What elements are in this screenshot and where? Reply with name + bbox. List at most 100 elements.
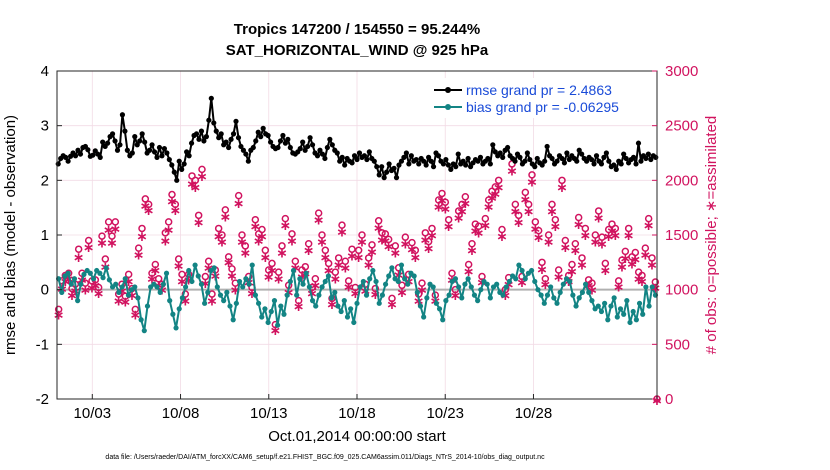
rmse-point: [443, 156, 449, 163]
obs-assimilated-marker: ∗: [186, 177, 198, 193]
x-tick-label: 10/13: [250, 405, 288, 422]
obs-possible-marker: [338, 221, 346, 229]
rmse-point: [584, 158, 590, 164]
obs-assimilated-marker: ∗: [136, 229, 148, 245]
rmse-point: [485, 155, 491, 162]
bias-point: [189, 278, 195, 285]
y-right-tick-label: 2500: [665, 118, 698, 135]
obs-assimilated-marker: ∗: [146, 272, 158, 288]
rmse-point: [487, 161, 493, 167]
obs-assimilated-marker: ∗: [583, 278, 595, 294]
obs-assimilated-marker: ∗: [506, 163, 518, 179]
bias-point: [627, 319, 633, 326]
bias-point: [202, 300, 208, 306]
obs-assimilated-marker: ∗: [189, 180, 201, 196]
bias-point: [633, 317, 639, 323]
bias-point: [281, 311, 287, 317]
bias-point: [614, 314, 620, 320]
rmse-point: [196, 136, 202, 142]
obs-possible-marker: [551, 215, 560, 224]
obs-possible-marker: [371, 284, 380, 293]
rmse-point: [611, 162, 617, 168]
bias-point: [595, 303, 601, 309]
bias-point: [522, 276, 528, 282]
bias-point: [249, 262, 255, 268]
rmse-point: [329, 142, 335, 148]
obs-possible-marker: [571, 239, 580, 248]
obs-possible-marker: [274, 268, 283, 276]
obs-assimilated-marker: ∗: [96, 236, 108, 252]
obs-possible-marker: [464, 260, 473, 269]
obs-assimilated-marker: ∗: [473, 226, 485, 242]
obs-assimilated-marker: ∗: [53, 308, 65, 324]
bias-point: [182, 284, 189, 290]
rmse-point: [653, 154, 659, 160]
obs-possible-marker: [604, 225, 613, 234]
bias-point: [646, 303, 652, 309]
bias-point: [417, 303, 424, 309]
rmse-point: [403, 150, 409, 156]
bias-point: [262, 306, 268, 312]
rmse-point: [588, 156, 595, 163]
obs-possible-marker: [264, 266, 273, 274]
obs-possible-marker: [558, 176, 566, 185]
obs-assimilated-marker: ∗: [319, 250, 331, 266]
rmse-point: [371, 158, 377, 164]
rmse-point: [564, 150, 570, 156]
rmse-point: [500, 154, 506, 160]
y-left-tick-label: 3: [41, 118, 49, 135]
obs-possible-marker: [124, 270, 133, 279]
obs-assimilated-marker: ∗: [483, 199, 495, 215]
obs-assimilated-marker: ∗: [269, 323, 281, 339]
rmse-point: [159, 153, 165, 159]
obs-assimilated-marker: ∗: [313, 213, 325, 229]
obs-possible-marker: [421, 229, 430, 237]
obs-possible-marker: [438, 189, 446, 198]
bias-point: [602, 300, 608, 306]
rmse-point: [559, 155, 565, 162]
rmse-point: [606, 158, 612, 164]
obs-assimilated-marker: ∗: [633, 272, 645, 288]
obs-assimilated-marker: ∗: [449, 288, 461, 304]
rmse-point: [440, 161, 447, 167]
obs-possible-marker: [141, 195, 150, 203]
bias-point: [630, 308, 636, 315]
obs-possible-marker: [238, 231, 246, 239]
obs-assimilated-marker: ∗: [196, 169, 208, 185]
obs-assimilated-marker: ∗: [399, 237, 411, 253]
obs-possible-marker: [418, 279, 426, 287]
obs-assimilated-marker: ∗: [89, 278, 101, 294]
rmse-point: [112, 138, 118, 144]
obs-assimilated-marker: ∗: [609, 228, 621, 244]
obs-assimilated-marker: ∗: [279, 218, 291, 234]
obs-assimilated-marker: ∗: [586, 283, 598, 299]
rmse-point: [618, 161, 624, 167]
rmse-point: [445, 162, 451, 168]
chart-title: Tropics 147200 / 154550 = 95.244%: [234, 21, 480, 38]
bias-point: [309, 298, 316, 304]
obs-possible-marker: [321, 246, 330, 255]
obs-possible-marker: [84, 236, 93, 245]
y-axis-right-label: # of obs: o=possible; ∗=assimilated: [703, 116, 720, 355]
bias-point: [357, 284, 363, 290]
rmse-point: [176, 158, 182, 164]
obs-assimilated-marker: ∗: [619, 251, 631, 267]
obs-possible-marker: [548, 200, 556, 209]
obs-assimilated-marker: ∗: [639, 248, 651, 264]
rmse-point: [633, 161, 639, 167]
bias-point: [373, 278, 379, 285]
rmse-point: [366, 149, 372, 155]
bias-point: [230, 317, 236, 323]
obs-assimilated-marker: ∗: [579, 228, 591, 244]
rmse-point: [623, 155, 629, 162]
obs-assimilated-marker: ∗: [203, 261, 215, 277]
x-axis-label: Oct.01,2014 00:00:00 start: [268, 428, 446, 445]
obs-assimilated-marker: ∗: [636, 274, 648, 290]
bias-point: [370, 267, 376, 274]
obs-assimilated-marker: ∗: [459, 196, 471, 212]
obs-possible-marker: [468, 239, 476, 248]
bias-point: [519, 267, 525, 274]
obs-possible-marker: [451, 285, 460, 294]
bias-point: [211, 265, 217, 271]
rmse-point: [154, 154, 160, 160]
